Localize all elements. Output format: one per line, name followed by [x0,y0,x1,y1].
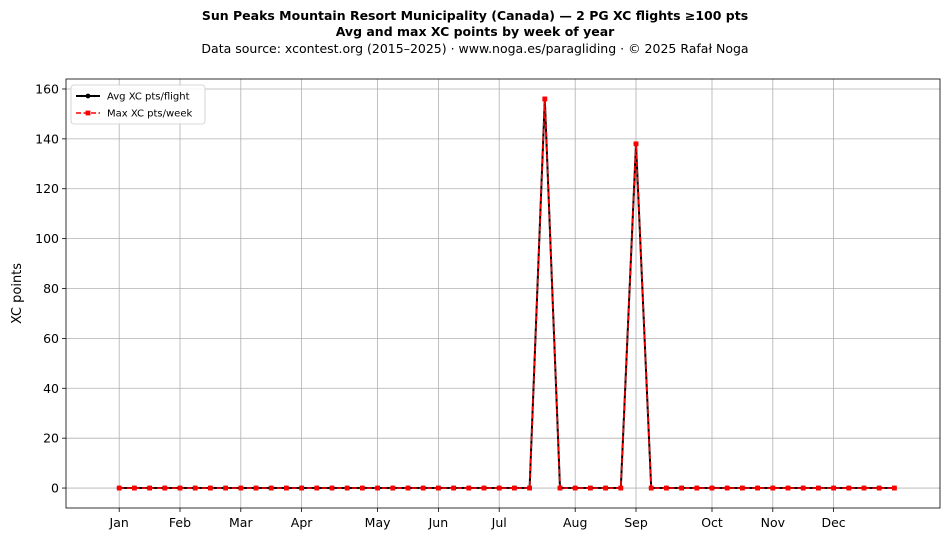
x-tick-label: May [365,515,391,530]
max-point [861,485,867,491]
max-point [527,485,532,491]
max-point [603,485,608,491]
max-point [116,485,122,491]
max-point [451,485,456,491]
max-point [299,485,304,491]
max-point [755,485,760,491]
max-point [192,485,198,491]
max-point [572,485,578,491]
max-point [724,485,730,491]
plot-frame [65,78,941,509]
max-point [208,485,213,491]
chart-title: Sun Peaks Mountain Resort Municipality (… [201,8,749,23]
x-tick-label: Jul [491,515,507,530]
y-tick-label: 40 [43,381,59,396]
x-tick-label: Oct [701,515,723,530]
legend-marker [85,110,91,116]
max-point [360,485,365,491]
max-point [679,485,684,491]
max-point [588,485,593,491]
max-point [132,485,137,491]
max-point [253,485,259,491]
max-point [831,485,836,491]
max-point [694,485,700,491]
max-point [785,485,791,491]
max-point [542,96,548,102]
max-point [405,485,411,491]
legend-marker [85,93,91,99]
axes-layer: 0 20 40 60 80 100 120 140 160 Jan Feb Mar Apr May Jun J… [35,78,941,530]
max-point [390,485,396,491]
x-tick-label: Apr [291,515,313,530]
grid-layer [66,79,940,508]
x-tick-label: Sep [624,515,648,530]
y-tick-label: 160 [35,81,59,96]
max-point [238,485,244,491]
x-tick-label: Aug [563,515,587,530]
max-point [618,485,624,491]
legend-label: Max XC pts/week [107,109,192,120]
max-point [329,485,335,491]
max-point [344,485,350,491]
max-point [420,485,426,491]
max-point [664,485,669,491]
max-point [846,485,852,491]
max-point [284,485,289,491]
max-point [177,485,183,491]
max-point [770,485,776,491]
max-point [892,485,897,491]
max-point [800,485,806,491]
max-point [268,485,274,491]
max-point [314,485,320,491]
max-point [466,485,472,491]
chart-titles: Sun Peaks Mountain Resort Municipality (… [0,8,950,58]
max-point [436,485,441,491]
y-tick-label: 140 [35,131,59,146]
max-point [481,485,487,491]
legend-box [70,84,206,125]
x-tick-label: Nov [761,515,786,530]
max-series-line [119,98,895,489]
y-tick-label: 20 [43,431,59,446]
legend: Avg XC pts/flight Max XC pts/week [70,84,206,125]
max-point [496,485,502,491]
y-tick-label: 100 [35,231,59,246]
y-axis-label: XC points [10,263,25,324]
x-tick-label: Mar [229,515,253,530]
max-point [740,485,745,491]
series-layer [116,96,897,491]
max-point [512,485,517,491]
max-point [876,485,882,491]
x-tick-label: Jan [109,515,129,530]
chart-source: Data source: xcontest.org (2015–2025) · … [201,41,749,56]
max-point [648,485,654,491]
max-point [223,485,228,491]
legend-label: Avg XC pts/flight [107,92,190,103]
y-tick-label: 60 [43,331,59,346]
max-point [147,485,152,491]
max-point [633,141,639,147]
y-tick-label: 80 [43,281,59,296]
chart-subtitle: Avg and max XC points by week of year [335,24,615,39]
x-tick-label: Feb [169,515,191,530]
x-tick-label: Dec [821,515,845,530]
max-point [162,485,168,491]
avg-series-line [119,97,895,490]
max-point [709,485,715,491]
x-tick-label: Jun [428,515,449,530]
y-tick-label: 0 [51,481,59,496]
y-tick-label: 120 [35,181,59,196]
max-point [375,485,380,491]
max-point [816,485,821,491]
max-point [557,485,563,491]
